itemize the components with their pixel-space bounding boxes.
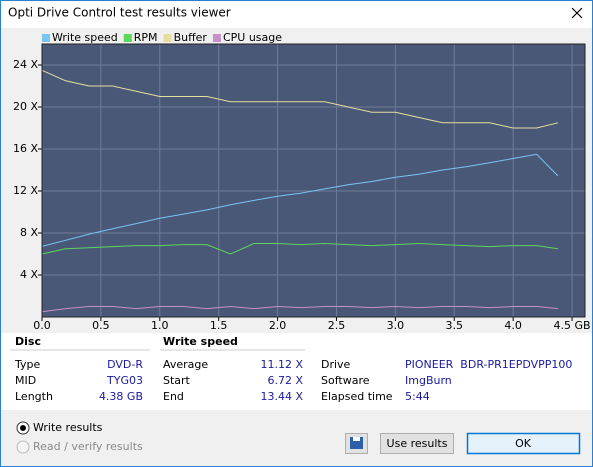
radio-label[interactable]: Write results — [33, 421, 103, 434]
field-value: DVD-R — [107, 358, 143, 371]
series-line — [41, 242, 558, 255]
legend-label: RPM — [134, 31, 158, 44]
field-label: Start — [163, 374, 191, 387]
x-tick-label: 0.5 — [92, 319, 110, 332]
y-tick-label: 4 X — [20, 268, 38, 281]
field-label: End — [163, 390, 184, 403]
close-button[interactable] — [571, 7, 583, 19]
field-label: Average — [163, 358, 208, 371]
field-label: Drive — [321, 358, 351, 371]
y-tick-label: 8 X — [20, 226, 38, 239]
x-tick-label: 2.0 — [269, 319, 287, 332]
x-tick-label: 3.0 — [387, 319, 405, 332]
legend-swatch — [123, 34, 132, 42]
legend-label: CPU usage — [223, 31, 282, 44]
y-tick-label: 12 X — [13, 184, 38, 197]
ok-button[interactable] — [466, 432, 581, 455]
x-tick-label: 1.5 — [210, 319, 228, 332]
field-label: Length — [15, 390, 53, 403]
plot-border — [41, 43, 586, 318]
field-label: Elapsed time — [321, 390, 393, 403]
y-tick-label: 16 X — [13, 142, 38, 155]
x-tick-label: 4.0 — [504, 319, 522, 332]
legend-label: Buffer — [174, 31, 208, 44]
field-label: MID — [15, 374, 36, 387]
section-heading: Disc — [15, 335, 41, 348]
title-bar — [1, 1, 592, 28]
field-value: 11.12 X — [260, 358, 303, 371]
info-panel — [1, 333, 592, 410]
y-tick-label: 20 X — [13, 100, 38, 113]
legend-swatch — [42, 34, 50, 42]
field-value: 5:44 — [405, 390, 430, 403]
legend-swatch — [163, 34, 172, 42]
x-tick-label: 3.5 — [446, 319, 464, 332]
radio — [16, 440, 30, 454]
field-value: 6.72 X — [267, 374, 303, 387]
button-label[interactable]: OK — [515, 437, 532, 450]
field-label: Type — [14, 358, 40, 371]
use-results-button[interactable] — [380, 433, 454, 454]
radio-label: Read / verify results — [33, 440, 143, 453]
field-value: PIONEER BDR-PR1EPDVPP100 — [405, 358, 572, 371]
field-label: Software — [321, 374, 370, 387]
series-line — [41, 153, 559, 247]
field-value: ImgBurn — [405, 374, 452, 387]
section-heading: Write speed — [163, 335, 238, 348]
legend-label: Write speed — [52, 31, 118, 44]
x-tick-label: 4.5 GB — [554, 319, 591, 332]
field-value: 4.38 GB — [99, 390, 143, 403]
plot-area — [42, 44, 585, 317]
radio-dot — [20, 425, 26, 431]
x-tick-label: 1.0 — [151, 319, 169, 332]
series-line — [41, 69, 559, 129]
y-tick-label: 24 X — [13, 58, 38, 71]
legend-swatch — [212, 34, 221, 42]
button-label[interactable]: Use results — [387, 437, 448, 450]
save-icon — [353, 437, 360, 441]
x-tick-label: 0.0 — [33, 319, 51, 332]
field-value: 13.44 X — [260, 390, 303, 403]
window-title: Opti Drive Control test results viewer — [8, 6, 231, 20]
x-tick-label: 2.5 — [328, 319, 346, 332]
field-value: TYG03 — [106, 374, 143, 387]
series-line — [41, 305, 558, 313]
